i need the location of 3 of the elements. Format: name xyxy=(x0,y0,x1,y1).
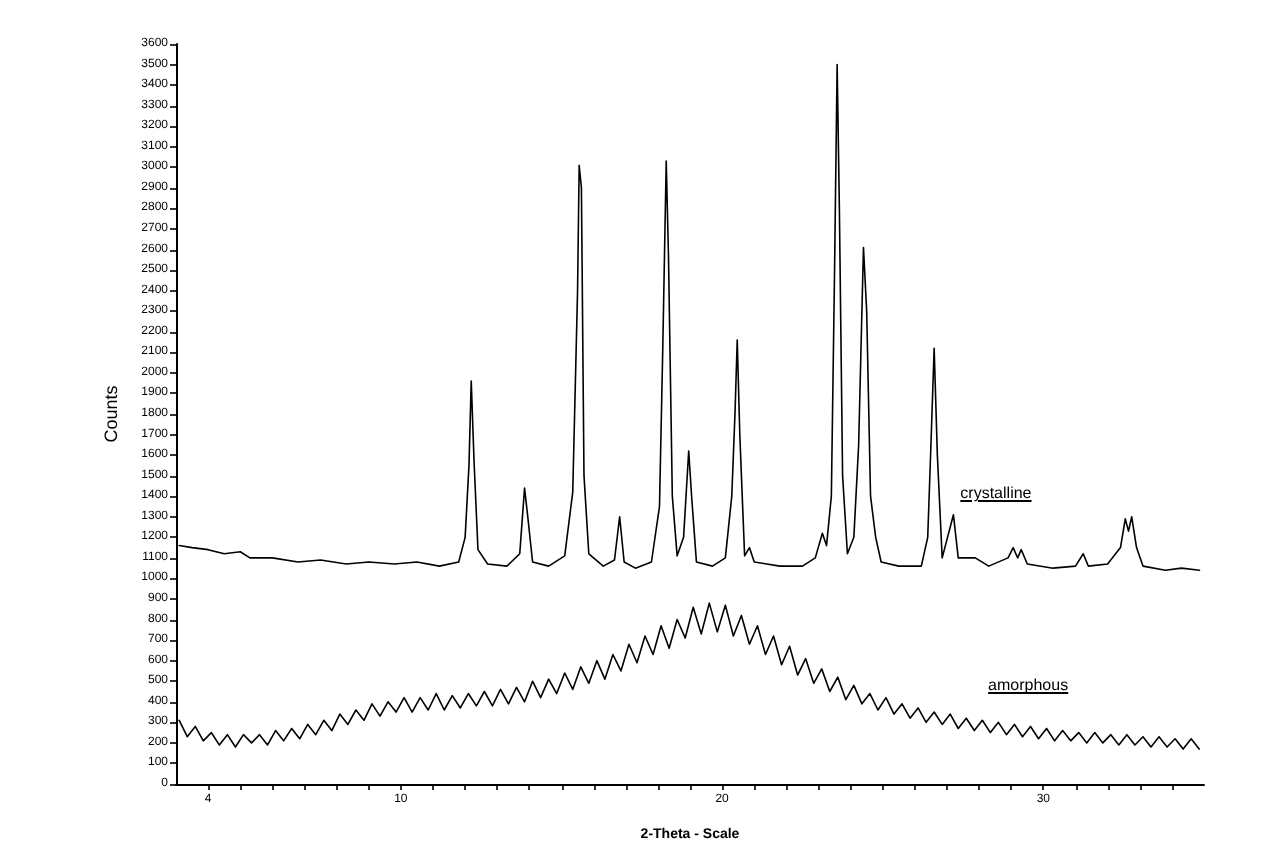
series-label: crystalline xyxy=(960,484,1032,505)
series-label: amorphous xyxy=(988,676,1069,697)
y-axis-title: Counts xyxy=(100,384,121,443)
